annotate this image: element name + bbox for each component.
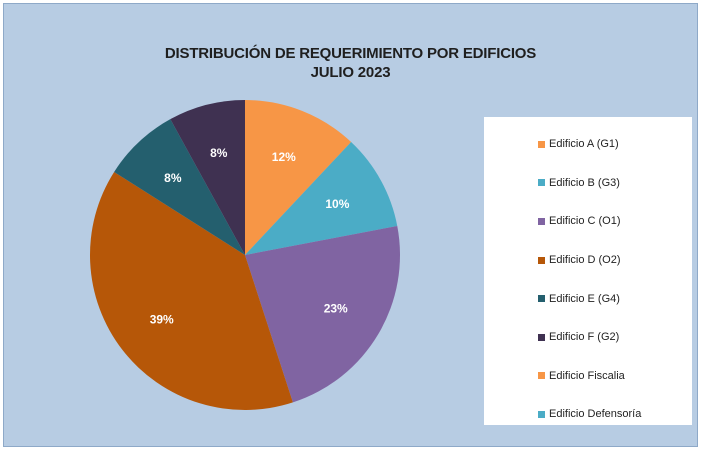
legend-label: Edificio D (O2) <box>549 254 621 267</box>
legend-label: Edificio C (O1) <box>549 215 621 228</box>
legend-swatch <box>538 179 545 187</box>
pie-slice-edificio-f-g2 <box>170 100 245 255</box>
slice-label-edificio-d-o2: 39% <box>150 313 174 327</box>
chart-subtitle: JULIO 2023 <box>310 64 391 81</box>
pie-slice-edificio-b-g3 <box>245 142 398 255</box>
legend-item-edificio-fiscalia: Edificio Fiscalia <box>484 357 692 396</box>
legend-item-edificio-f-g2: Edificio F (G2) <box>484 318 692 357</box>
legend-label: Edificio A (G1) <box>549 138 619 151</box>
slice-label-edificio-e-g4: 8% <box>164 171 182 185</box>
pie-slice-edificio-c-o1 <box>245 225 400 403</box>
chart-title-line: DISTRIBUCIÓN DE REQUERIMIENTO POR EDIFIC… <box>164 45 537 62</box>
legend-item-edificio-b-g3: Edificio B (G3) <box>484 164 692 203</box>
chart-title: DISTRIBUCIÓN DE REQUERIMIENTO POR EDIFIC… <box>4 44 697 82</box>
pie-slice-edificio-d-o2 <box>90 171 293 410</box>
pie-chart: 12% 10% 23% 39% 8% 8% <box>90 100 400 410</box>
slice-label-edificio-c-o1: 23% <box>324 302 348 316</box>
slice-label-edificio-b-g3: 10% <box>325 197 349 211</box>
legend-item-edificio-defensoria: Edificio Defensoría <box>484 395 692 434</box>
chart-area: DISTRIBUCIÓN DE REQUERIMIENTO POR EDIFIC… <box>3 3 698 447</box>
pie-slice-edificio-a-g1 <box>245 100 352 255</box>
legend-item-edificio-c-o1: Edificio C (O1) <box>484 202 692 241</box>
legend-swatch <box>538 333 545 341</box>
legend-swatch <box>538 217 545 225</box>
legend-label: Edificio Defensoría <box>549 408 642 421</box>
legend: Edificio A (G1) Edificio B (G3) Edificio C… <box>484 117 692 425</box>
legend-swatch <box>538 256 545 264</box>
pie-slice-edificio-e-g4 <box>114 119 245 256</box>
legend-item-edificio-d-o2: Edificio D (O2) <box>484 241 692 280</box>
legend-label: Edificio Fiscalia <box>549 369 625 382</box>
legend-label: Edificio F (G2) <box>549 331 620 344</box>
legend-item-edificio-a-g1: Edificio A (G1) <box>484 125 692 164</box>
legend-swatch <box>538 372 545 380</box>
legend-item-edificio-e-g4: Edificio E (G4) <box>484 279 692 318</box>
slice-label-edificio-f-g2: 8% <box>210 146 228 160</box>
legend-swatch <box>538 295 545 303</box>
legend-swatch <box>538 140 545 148</box>
slice-label-edificio-a-g1: 12% <box>272 150 296 164</box>
legend-label: Edificio E (G4) <box>549 292 620 305</box>
legend-swatch <box>538 410 545 418</box>
legend-label: Edificio B (G3) <box>549 176 620 189</box>
